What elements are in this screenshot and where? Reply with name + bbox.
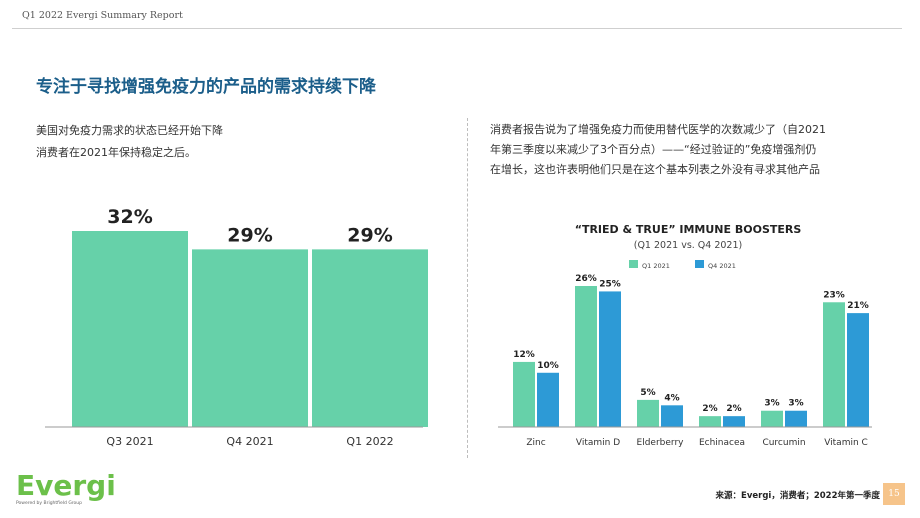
evergi-logo: Evergi Powered by Brightfield Group bbox=[16, 469, 116, 507]
category-label-vitamin-d: Vitamin D bbox=[576, 438, 620, 448]
data-label-vitamin-d-q1-2021: 26% bbox=[575, 274, 597, 284]
category-label-zinc: Zinc bbox=[526, 438, 545, 448]
category-label-vitamin-c: Vitamin C bbox=[824, 438, 868, 448]
category-label-q1-2022: Q1 2022 bbox=[346, 435, 393, 448]
bar-vitamin-d-q4-2021 bbox=[599, 291, 621, 427]
right-description-line-2: 年第三季度以来减少了3个百分点）——“经过验证的”免疫增强剂仍 bbox=[490, 143, 817, 156]
bar-q3-2021 bbox=[72, 231, 188, 427]
data-label-q4-2021: 29% bbox=[227, 224, 272, 246]
data-label-vitamin-d-q4-2021: 25% bbox=[599, 279, 621, 289]
data-label-vitamin-c-q1-2021: 23% bbox=[823, 290, 845, 300]
data-label-zinc-q1-2021: 12% bbox=[513, 350, 535, 360]
page-headline: 专注于寻找增强免疫力的产品的需求持续下降 bbox=[36, 77, 376, 97]
category-label-curcumin: Curcumin bbox=[762, 438, 805, 448]
report-title: Q1 2022 Evergi Summary Report bbox=[22, 10, 183, 21]
bar-q4-2021 bbox=[192, 249, 308, 427]
legend-label-q4-2021: Q4 2021 bbox=[708, 262, 736, 270]
logo-wordmark: Evergi bbox=[16, 469, 116, 502]
data-label-elderberry-q4-2021: 4% bbox=[664, 393, 679, 403]
right-description-line-3: 在增长，这也许表明他们只是在这个基本列表之外没有寻求其他产品 bbox=[490, 163, 820, 176]
data-label-vitamin-c-q4-2021: 21% bbox=[847, 301, 869, 311]
bar-elderberry-q1-2021 bbox=[637, 399, 659, 427]
legend-label-q1-2021: Q1 2021 bbox=[642, 262, 670, 270]
legend-swatch-q4-2021 bbox=[695, 260, 704, 268]
data-label-echinacea-q4-2021: 2% bbox=[726, 404, 741, 414]
page-number: 15 bbox=[883, 483, 905, 505]
quarterly-immunity-demand-chart: 32% Q3 2021 29% Q4 2021 29% Q1 2022 bbox=[45, 206, 428, 448]
immune-boosters-chart: “TRIED & TRUE” IMMUNE BOOSTERS (Q1 2021 v… bbox=[498, 223, 872, 448]
right-description: 消费者报告说为了增强免疫力而使用替代医学的次数减少了（自2021 年第三季度以来… bbox=[490, 120, 875, 180]
data-label-q3-2021: 32% bbox=[107, 206, 152, 228]
right-description-line-1: 消费者报告说为了增强免疫力而使用替代医学的次数减少了（自2021 bbox=[490, 123, 826, 136]
bar-vitamin-d-q1-2021 bbox=[575, 286, 597, 427]
category-label-q3-2021: Q3 2021 bbox=[106, 435, 153, 448]
category-label-elderberry: Elderberry bbox=[637, 438, 685, 448]
legend-swatch-q1-2021 bbox=[629, 260, 638, 268]
bar-q1-2022 bbox=[312, 249, 428, 427]
data-label-elderberry-q1-2021: 5% bbox=[640, 388, 655, 398]
chart-subtitle: (Q1 2021 vs. Q4 2021) bbox=[634, 240, 742, 251]
data-label-curcumin-q1-2021: 3% bbox=[764, 399, 779, 409]
source-note: 来源：Evergi，消费者；2022年第一季度 bbox=[715, 491, 880, 501]
category-label-q4-2021: Q4 2021 bbox=[226, 435, 273, 448]
column-divider bbox=[467, 118, 468, 458]
bar-echinacea-q4-2021 bbox=[723, 416, 745, 427]
left-description: 美国对免疫力需求的状态已经开始下降 消费者在2021年保持稳定之后。 bbox=[36, 120, 436, 164]
chart-title: “TRIED & TRUE” IMMUNE BOOSTERS bbox=[575, 223, 802, 236]
bar-curcumin-q4-2021 bbox=[785, 410, 807, 427]
header-divider bbox=[12, 28, 902, 29]
data-label-echinacea-q1-2021: 2% bbox=[702, 404, 717, 414]
category-label-echinacea: Echinacea bbox=[699, 438, 745, 448]
data-label-zinc-q4-2021: 10% bbox=[537, 361, 559, 371]
data-label-q1-2022: 29% bbox=[347, 224, 392, 246]
bar-vitamin-c-q4-2021 bbox=[847, 313, 869, 427]
bar-vitamin-c-q1-2021 bbox=[823, 302, 845, 427]
bar-zinc-q1-2021 bbox=[513, 361, 535, 427]
bar-echinacea-q1-2021 bbox=[699, 416, 721, 427]
bar-zinc-q4-2021 bbox=[537, 372, 559, 427]
logo-tagline: Powered by Brightfield Group bbox=[16, 501, 83, 506]
left-description-line-1: 美国对免疫力需求的状态已经开始下降 bbox=[36, 124, 223, 137]
bar-elderberry-q4-2021 bbox=[661, 405, 683, 427]
data-label-curcumin-q4-2021: 3% bbox=[788, 399, 803, 409]
bar-curcumin-q1-2021 bbox=[761, 410, 783, 427]
left-description-line-2: 消费者在2021年保持稳定之后。 bbox=[36, 146, 196, 159]
